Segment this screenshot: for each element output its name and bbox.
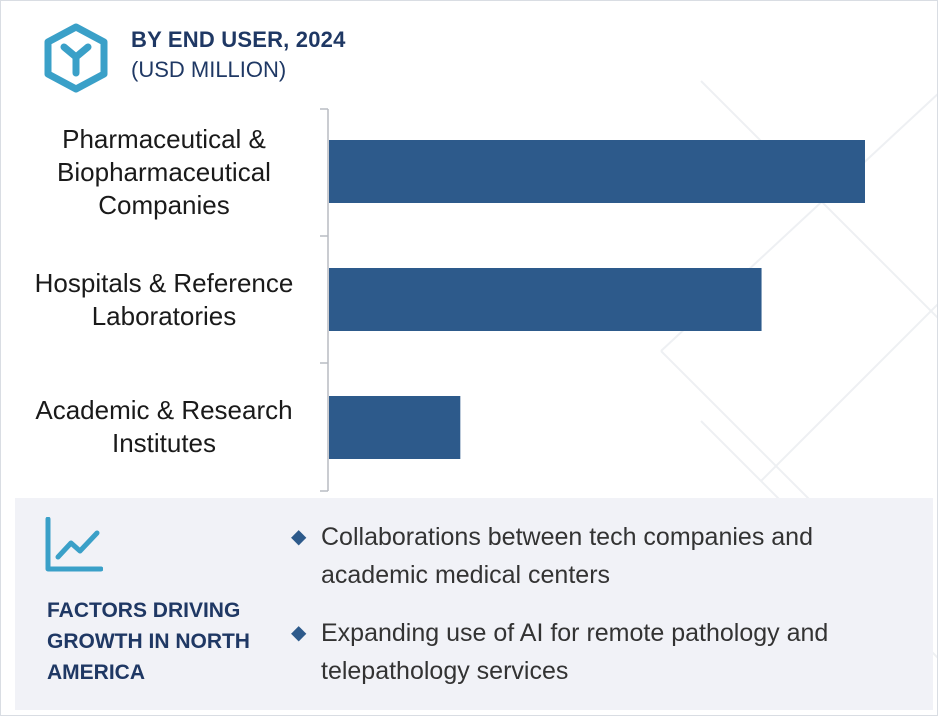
factor-text: Collaborations between tech companies an…: [321, 523, 813, 589]
factors-panel: [15, 498, 933, 710]
trend-line-chart-icon: [45, 517, 103, 572]
category-label: Pharmaceutical & Biopharmaceutical Compa…: [57, 124, 271, 220]
factors-title: FACTORS DRIVING GROWTH IN NORTH AMERICA: [47, 599, 250, 684]
chart-title: BY END USER, 2024: [131, 27, 346, 52]
bar: [329, 140, 865, 203]
factor-text: Expanding use of AI for remote pathology…: [321, 619, 829, 685]
factor-item: ◆ Collaborations between tech companies …: [291, 518, 911, 594]
diamond-bullet-icon: ◆: [291, 622, 307, 644]
category-label: Hospitals & Reference Laboratories: [34, 268, 294, 331]
diamond-bullet-icon: ◆: [291, 526, 307, 548]
bar-chart: [320, 108, 865, 492]
category-label: Academic & Research Institutes: [35, 395, 293, 458]
chart-subtitle: (USD MILLION): [131, 57, 287, 82]
hexagon-y-logo-icon: [44, 23, 108, 93]
bar: [329, 268, 762, 331]
factor-item: ◆ Expanding use of AI for remote patholo…: [291, 614, 911, 690]
bar: [329, 396, 461, 459]
